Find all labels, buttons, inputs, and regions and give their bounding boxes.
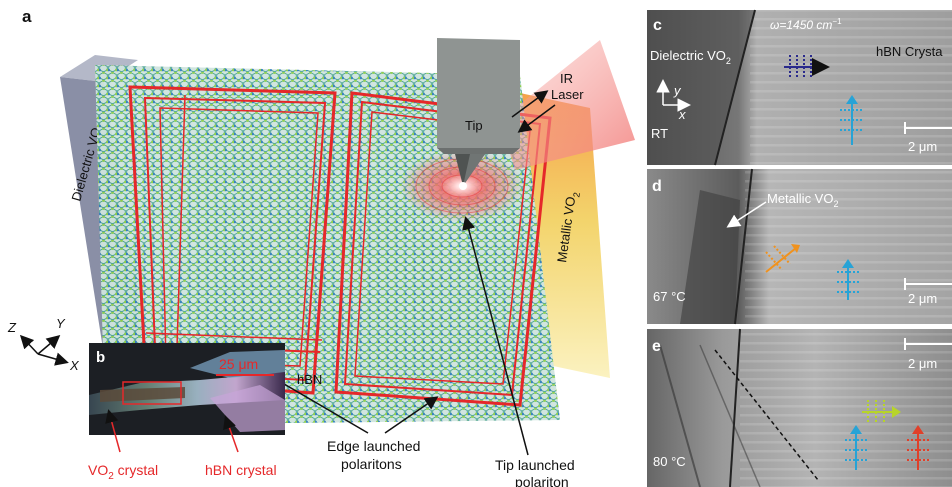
edge-frames-left bbox=[128, 85, 337, 395]
axis-x-c: x bbox=[678, 107, 686, 122]
panel-c-letter: c bbox=[653, 17, 662, 34]
axis-y-c: y bbox=[673, 83, 682, 98]
panel-a: a Dielectric VO2 Metallic VO2 bbox=[7, 7, 635, 487]
polariton-arrow-cyan-c bbox=[840, 95, 864, 145]
polariton-arrow-navy bbox=[784, 55, 830, 79]
axis-x-label: X bbox=[69, 358, 80, 373]
panel-b: 25 μm b VO2 crystal hBN crystal bbox=[88, 343, 285, 482]
ir-label: IR bbox=[560, 71, 573, 86]
tip-launched-line1: Tip launched bbox=[495, 457, 575, 473]
metallic-pointer-d bbox=[726, 201, 767, 228]
temp-label-c: RT bbox=[651, 126, 668, 141]
ir-arrow-out bbox=[517, 104, 556, 133]
panel-e-letter: e bbox=[652, 338, 661, 355]
region-box bbox=[122, 381, 182, 405]
temp-label-d: 67 °C bbox=[653, 289, 686, 304]
hbn-crystal-label: hBN crystal bbox=[205, 462, 277, 478]
temp-label-e: 80 °C bbox=[653, 454, 686, 469]
panel-a-letter: a bbox=[22, 7, 32, 26]
edge-label-line2: polaritons bbox=[341, 456, 402, 472]
edge-label-line1: Edge launched bbox=[327, 438, 420, 454]
vo2-crystal-label: VO2 crystal bbox=[88, 462, 158, 482]
panel-e: e 80 °C 2 μm bbox=[647, 328, 952, 487]
omega-label: ω=1450 cm−1 bbox=[770, 17, 842, 32]
panel-d-letter: d bbox=[652, 178, 662, 195]
panel-c: c ω=1450 cm−1 Dielectric VO2 hBN Crysta bbox=[647, 9, 952, 166]
tip-label: Tip bbox=[465, 118, 483, 133]
ir-arrow-in bbox=[511, 90, 549, 118]
dielectric-label-c: Dielectric VO2 bbox=[650, 48, 731, 66]
axis-z-label: Z bbox=[7, 320, 17, 335]
scale-label-d: 2 μm bbox=[908, 291, 937, 306]
polariton-arrow-lime bbox=[862, 400, 901, 424]
scale-label-c: 2 μm bbox=[908, 139, 937, 154]
xy-axes bbox=[656, 79, 691, 112]
xyz-axes bbox=[19, 334, 69, 366]
scale-label-b: 25 μm bbox=[219, 356, 258, 372]
panel-d: d Metallic VO2 67 °C 2 μm bbox=[647, 168, 952, 325]
ir-laser-beam bbox=[500, 40, 635, 170]
polariton-arrow-orange bbox=[765, 244, 800, 273]
hbn-label-c: hBN Crysta bbox=[876, 44, 943, 59]
polariton-arrow-cyan-d bbox=[837, 259, 859, 300]
polariton-arrow-red-e bbox=[907, 425, 929, 470]
axis-y-label: Y bbox=[56, 316, 66, 331]
hbn-label: hBN bbox=[297, 372, 322, 387]
metallic-label-d: Metallic VO2 bbox=[767, 191, 838, 209]
scale-label-e: 2 μm bbox=[908, 356, 937, 371]
laser-label: Laser bbox=[551, 87, 584, 102]
polariton-arrow-cyan-e bbox=[845, 425, 867, 470]
tip-launched-line2: polariton bbox=[515, 474, 569, 487]
panel-b-letter: b bbox=[96, 349, 105, 366]
afm-tip: Tip bbox=[437, 38, 520, 190]
panel-b-arrows bbox=[105, 409, 239, 453]
metallic-block: Metallic VO2 bbox=[520, 93, 610, 378]
